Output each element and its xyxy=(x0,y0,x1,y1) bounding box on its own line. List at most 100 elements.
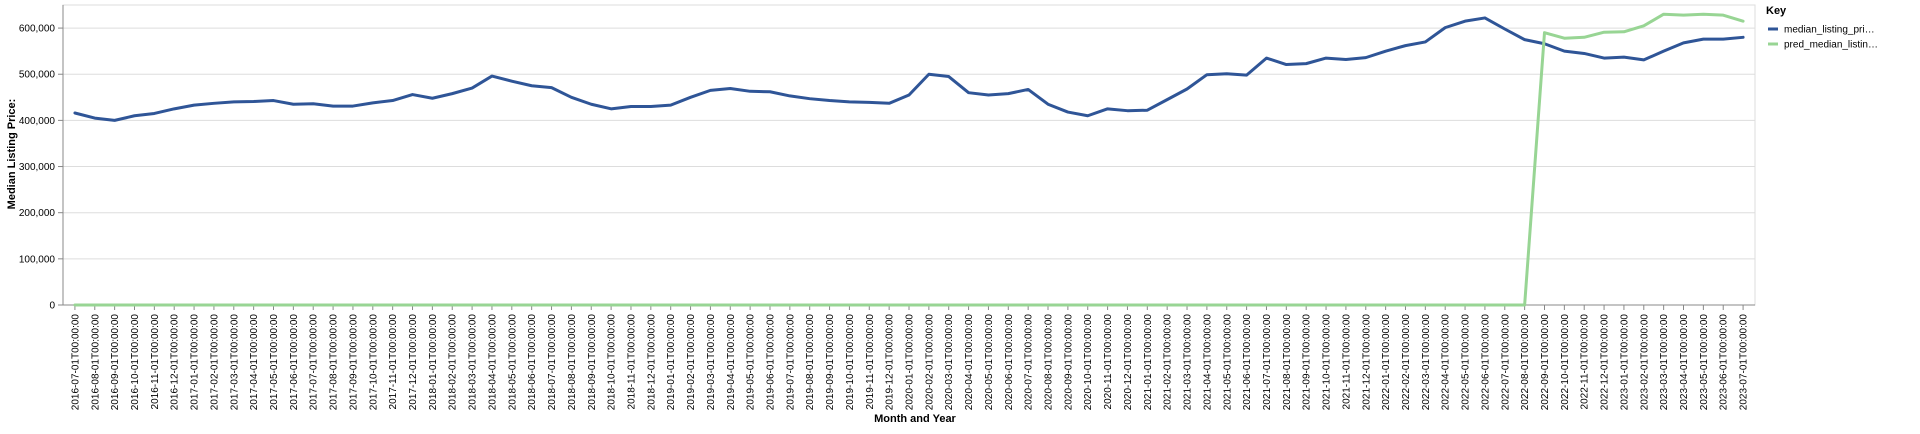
grid-lines xyxy=(62,4,1756,306)
legend: Key median_listing_pri… pred_median_listin… xyxy=(1766,5,1878,51)
y-tick-label: 300,000 xyxy=(19,162,56,173)
x-tick-label: 2018-11-01T00:00:00 xyxy=(626,314,637,410)
x-tick-label: 2019-02-01T00:00:00 xyxy=(686,314,697,411)
x-tick-label: 2018-10-01T00:00:00 xyxy=(607,314,618,411)
x-tick-label: 2022-06-01T00:00:00 xyxy=(1480,314,1491,411)
x-tick-label: 2019-07-01T00:00:00 xyxy=(785,314,796,411)
x-tick-label: 2020-11-01T00:00:00 xyxy=(1103,314,1114,410)
x-tick-label: 2023-01-01T00:00:00 xyxy=(1619,314,1630,411)
x-tick-label: 2020-08-01T00:00:00 xyxy=(1044,314,1055,411)
legend-label-1: median_listing_pri… xyxy=(1784,25,1875,36)
x-tick-label: 2019-11-01T00:00:00 xyxy=(865,314,876,410)
y-axis-title: Median Listing Price: xyxy=(6,99,18,210)
x-tick-label: 2017-01-01T00:00:00 xyxy=(190,314,201,411)
y-tick-label: 400,000 xyxy=(19,116,56,127)
x-tick-label: 2020-06-01T00:00:00 xyxy=(1004,314,1015,411)
x-tick-label: 2021-02-01T00:00:00 xyxy=(1163,314,1174,411)
x-tick-label: 2022-07-01T00:00:00 xyxy=(1500,314,1511,411)
x-tick-label: 2018-06-01T00:00:00 xyxy=(527,314,538,411)
x-tick-label: 2022-03-01T00:00:00 xyxy=(1421,314,1432,411)
x-tick-label: 2018-02-01T00:00:00 xyxy=(448,314,459,411)
x-tick-label: 2021-07-01T00:00:00 xyxy=(1262,314,1273,411)
x-tick-label: 2018-03-01T00:00:00 xyxy=(468,314,479,411)
x-tick-label: 2017-12-01T00:00:00 xyxy=(408,314,419,411)
x-tick-label: 2020-02-01T00:00:00 xyxy=(924,314,935,411)
x-tick-label: 2018-05-01T00:00:00 xyxy=(507,314,518,411)
x-tick-label: 2020-07-01T00:00:00 xyxy=(1024,314,1035,411)
x-tick-label: 2018-04-01T00:00:00 xyxy=(487,314,498,411)
x-tick-label: 2020-01-01T00:00:00 xyxy=(905,314,916,411)
legend-label-2: pred_median_listin… xyxy=(1784,40,1878,51)
x-tick-label: 2022-12-01T00:00:00 xyxy=(1600,314,1611,411)
series-line-1 xyxy=(73,16,1745,122)
x-tick-label: 2021-03-01T00:00:00 xyxy=(1183,314,1194,411)
x-tick-label: 2022-02-01T00:00:00 xyxy=(1401,314,1412,411)
y-tick-label: 600,000 xyxy=(19,24,56,35)
x-tick-label: 2021-12-01T00:00:00 xyxy=(1361,314,1372,411)
x-tick-label: 2020-03-01T00:00:00 xyxy=(944,314,955,411)
x-tick-label: 2022-09-01T00:00:00 xyxy=(1540,314,1551,411)
x-tick-label: 2017-06-01T00:00:00 xyxy=(289,314,300,411)
plot-frame xyxy=(62,4,1756,306)
x-tick-label: 2017-07-01T00:00:00 xyxy=(309,314,320,411)
x-tick-label: 2017-03-01T00:00:00 xyxy=(229,314,240,411)
x-tick-label: 2019-08-01T00:00:00 xyxy=(805,314,816,411)
x-tick-label: 2016-10-01T00:00:00 xyxy=(130,314,141,411)
x-tick-label: 2019-04-01T00:00:00 xyxy=(726,314,737,411)
legend-title: Key xyxy=(1766,5,1787,17)
y-tick-label: 0 xyxy=(49,301,55,312)
x-tick-label: 2022-05-01T00:00:00 xyxy=(1461,314,1472,411)
x-tick-label: 2021-10-01T00:00:00 xyxy=(1322,314,1333,411)
x-tick-label: 2022-11-01T00:00:00 xyxy=(1580,314,1591,410)
x-tick-label: 2022-08-01T00:00:00 xyxy=(1520,314,1531,411)
y-tick-label: 100,000 xyxy=(19,254,56,265)
x-tick-label: 2019-09-01T00:00:00 xyxy=(825,314,836,411)
x-tick-label: 2022-10-01T00:00:00 xyxy=(1560,314,1571,411)
x-tick-label: 2020-12-01T00:00:00 xyxy=(1123,314,1134,411)
series-lines xyxy=(73,12,1745,307)
x-tick-label: 2017-05-01T00:00:00 xyxy=(269,314,280,411)
x-tick-label: 2021-09-01T00:00:00 xyxy=(1302,314,1313,411)
x-tick-label: 2019-05-01T00:00:00 xyxy=(746,314,757,411)
series-line-2 xyxy=(73,12,1745,307)
x-tick-label: 2023-06-01T00:00:00 xyxy=(1719,314,1730,411)
x-tick-label: 2017-10-01T00:00:00 xyxy=(368,314,379,411)
x-tick-label: 2020-05-01T00:00:00 xyxy=(984,314,995,411)
x-tick-label: 2016-08-01T00:00:00 xyxy=(90,314,101,411)
x-tick-label: 2016-07-01T00:00:00 xyxy=(70,314,81,411)
x-tick-label: 2022-01-01T00:00:00 xyxy=(1381,314,1392,411)
x-tick-label: 2023-07-01T00:00:00 xyxy=(1739,314,1750,411)
x-tick-label: 2021-11-01T00:00:00 xyxy=(1341,314,1352,410)
x-tick-label: 2021-05-01T00:00:00 xyxy=(1222,314,1233,411)
x-tick-label: 2017-08-01T00:00:00 xyxy=(329,314,340,411)
x-tick-label: 2021-04-01T00:00:00 xyxy=(1202,314,1213,411)
x-tick-label: 2018-09-01T00:00:00 xyxy=(587,314,598,411)
y-tick-label: 200,000 xyxy=(19,208,56,219)
x-tick-label: 2019-01-01T00:00:00 xyxy=(666,314,677,411)
x-tick-label: 2021-08-01T00:00:00 xyxy=(1282,314,1293,411)
x-tick-label: 2016-09-01T00:00:00 xyxy=(110,314,121,411)
x-tick-label: 2018-01-01T00:00:00 xyxy=(428,314,439,411)
x-tick-label: 2023-05-01T00:00:00 xyxy=(1699,314,1710,411)
y-tick-label: 500,000 xyxy=(19,70,56,81)
x-tick-label: 2021-06-01T00:00:00 xyxy=(1242,314,1253,411)
x-tick-label: 2017-04-01T00:00:00 xyxy=(249,314,260,411)
x-tick-label: 2019-06-01T00:00:00 xyxy=(765,314,776,411)
x-tick-label: 2022-04-01T00:00:00 xyxy=(1441,314,1452,411)
x-tick-label: 2017-02-01T00:00:00 xyxy=(209,314,220,411)
x-tick-label: 2020-10-01T00:00:00 xyxy=(1083,314,1094,411)
x-tick-label: 2023-02-01T00:00:00 xyxy=(1639,314,1650,411)
x-tick-label: 2023-04-01T00:00:00 xyxy=(1679,314,1690,411)
x-tick-label: 2018-07-01T00:00:00 xyxy=(547,314,558,411)
x-tick-label: 2023-03-01T00:00:00 xyxy=(1659,314,1670,411)
x-tick-label: 2019-03-01T00:00:00 xyxy=(706,314,717,411)
x-tick-label: 2018-08-01T00:00:00 xyxy=(567,314,578,411)
x-tick-label: 2016-11-01T00:00:00 xyxy=(150,314,161,410)
x-tick-label: 2017-09-01T00:00:00 xyxy=(348,314,359,411)
x-tick-label: 2019-10-01T00:00:00 xyxy=(845,314,856,411)
x-tick-label: 2018-12-01T00:00:00 xyxy=(646,314,657,411)
x-tick-label: 2019-12-01T00:00:00 xyxy=(885,314,896,411)
x-tick-label: 2020-04-01T00:00:00 xyxy=(964,314,975,411)
